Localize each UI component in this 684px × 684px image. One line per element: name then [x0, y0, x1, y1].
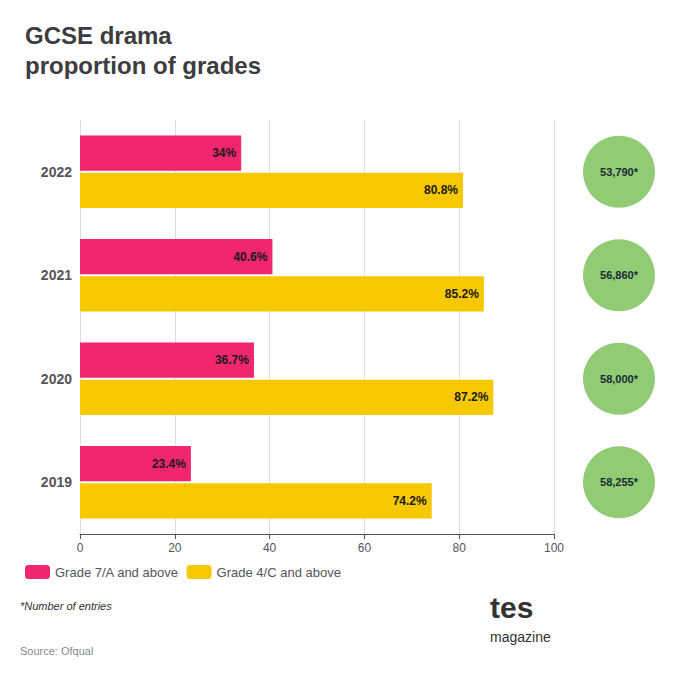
svg-text:80.8%: 80.8% [424, 183, 458, 197]
svg-text:60: 60 [358, 541, 372, 555]
svg-text:tes: tes [490, 591, 533, 624]
svg-text:Grade 7/A and above: Grade 7/A and above [55, 565, 178, 580]
svg-text:magazine: magazine [490, 629, 551, 645]
svg-text:87.2%: 87.2% [454, 390, 488, 404]
svg-text:23.4%: 23.4% [152, 457, 186, 471]
svg-text:2022: 2022 [41, 164, 72, 180]
svg-text:Source: Ofqual: Source: Ofqual [20, 645, 93, 657]
svg-text:74.2%: 74.2% [393, 494, 427, 508]
svg-text:2020: 2020 [41, 371, 72, 387]
svg-text:58,255*: 58,255* [600, 476, 639, 488]
svg-text:34%: 34% [212, 146, 236, 160]
svg-text:2019: 2019 [41, 474, 72, 490]
svg-text:Grade 4/C and above: Grade 4/C and above [217, 565, 341, 580]
svg-text:40.6%: 40.6% [233, 250, 267, 264]
svg-text:*Number of entries: *Number of entries [20, 600, 112, 612]
svg-text:0: 0 [77, 541, 84, 555]
svg-text:36.7%: 36.7% [215, 353, 249, 367]
svg-text:53,790*: 53,790* [600, 166, 639, 178]
svg-text:85.2%: 85.2% [445, 287, 479, 301]
svg-text:40: 40 [263, 541, 277, 555]
svg-text:proportion of grades: proportion of grades [25, 52, 261, 79]
svg-text:56,860*: 56,860* [600, 269, 639, 281]
svg-text:20: 20 [168, 541, 182, 555]
svg-text:58,000*: 58,000* [600, 373, 639, 385]
svg-text:100: 100 [544, 541, 564, 555]
svg-text:2021: 2021 [41, 267, 72, 283]
svg-text:GCSE drama: GCSE drama [25, 22, 172, 49]
svg-text:80: 80 [453, 541, 467, 555]
